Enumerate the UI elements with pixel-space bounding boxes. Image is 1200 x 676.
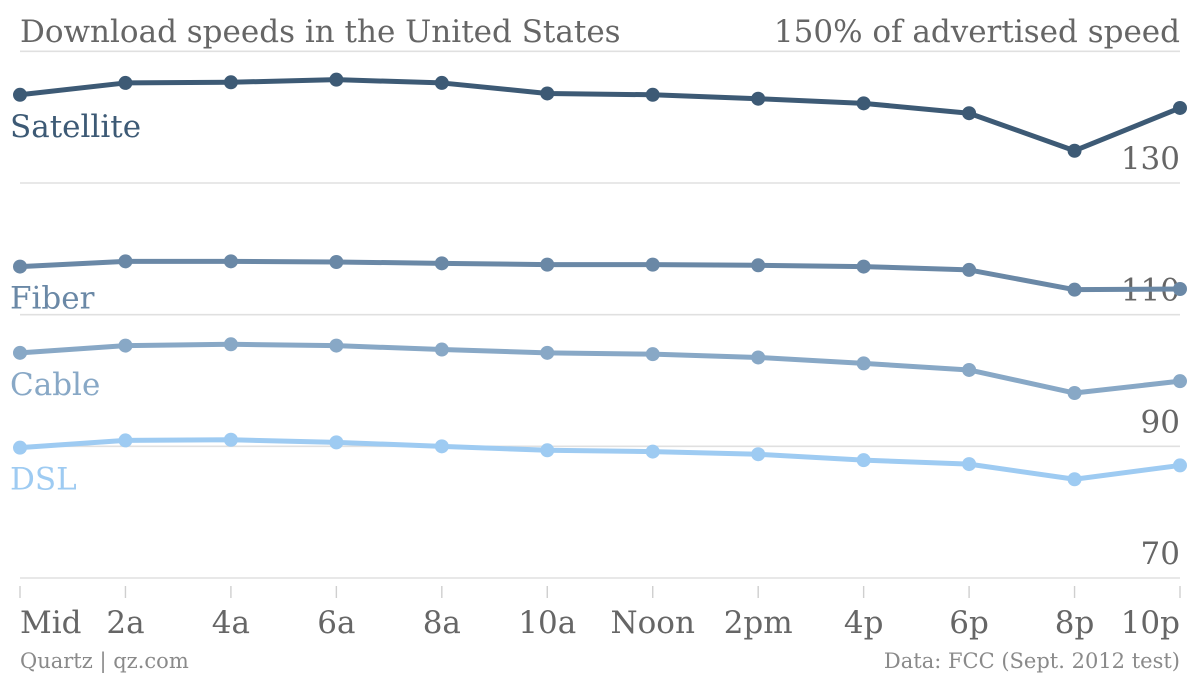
data-point [645,444,660,459]
y-tick-label: 130 [1121,141,1180,177]
series-satellite [13,72,1187,158]
data-point [1067,386,1082,401]
data-point [962,106,977,121]
y-tick-label: 90 [1141,404,1180,440]
data-point [962,457,977,472]
data-point [329,255,344,269]
series-line [17,77,1183,154]
series-label: Fiber [10,281,95,317]
data-point [540,443,555,458]
data-point [118,338,133,353]
x-tick-label: 10p [1121,605,1180,641]
series-labels: Satellite Fiber Cable DSL [10,109,141,498]
series-label: Cable [10,367,100,403]
data-point [540,257,555,272]
x-tick-label: 6a [317,605,355,641]
data-point [540,345,555,360]
data-point [434,75,449,90]
data-point [13,87,27,102]
y-tick-label: 70 [1141,536,1180,572]
series-label: DSL [10,462,77,498]
data-point [223,254,238,269]
data-point [434,256,449,271]
data-point [1067,282,1082,297]
data-point [1067,472,1082,487]
data-point [645,347,660,362]
chart-subtitle: 150% of advertised speed [774,14,1180,50]
data-point [540,86,555,101]
data-point [223,337,238,352]
data-point [434,342,449,357]
x-tick-label: 6p [949,605,989,641]
data-point [856,259,871,274]
data-point [1173,374,1187,389]
data-point [645,87,660,102]
data-point [1173,281,1187,296]
data-point [434,439,449,454]
data-point [962,262,977,277]
series-cable [13,337,1187,401]
x-tick-label: Noon [611,605,695,641]
data-point [1173,458,1187,473]
data-source: Data: FCC (Sept. 2012 test) [884,649,1180,673]
gridlines [20,50,1180,579]
series-dsl [13,432,1187,487]
data-point [329,338,344,353]
data-point [751,447,766,462]
data-point [329,72,344,87]
data-point [751,350,766,365]
data-point [1173,100,1187,115]
source-credit: Quartz | qz.com [20,649,189,674]
data-point [751,258,766,273]
series-line [17,341,1183,396]
x-tick-label: 4p [844,605,884,641]
data-point [13,345,27,360]
series-label: Satellite [10,109,141,145]
x-tick-label: 10a [518,605,576,641]
data-point [751,91,766,106]
data-point [223,432,238,447]
data-point [118,254,133,269]
data-point [13,259,27,274]
series-fiber [13,254,1187,297]
x-tick-label: 2a [106,605,144,641]
data-point [223,75,238,90]
data-point [856,96,871,111]
data-point [118,75,133,90]
data-point [856,356,871,371]
x-tick-label: 8a [423,605,461,641]
data-point [13,440,27,455]
data-point [645,257,660,272]
data-point [856,453,871,468]
series-lines [13,72,1187,487]
data-point [1067,143,1082,158]
x-tick-label: 8p [1055,605,1095,641]
series-line [17,258,1183,293]
data-point [962,362,977,377]
x-tick-label: Mid [20,605,82,641]
x-tick-label: 2pm [724,605,793,641]
chart-title: Download speeds in the United States [20,14,621,50]
data-point [118,433,133,448]
series-line [17,437,1183,482]
x-axis-ticks: Mid 2a 4a 6a 8a 10a Noon 2pm 4p 6p 8p 10p [19,586,1181,641]
x-tick-label: 4a [212,605,250,641]
data-point [329,435,344,450]
